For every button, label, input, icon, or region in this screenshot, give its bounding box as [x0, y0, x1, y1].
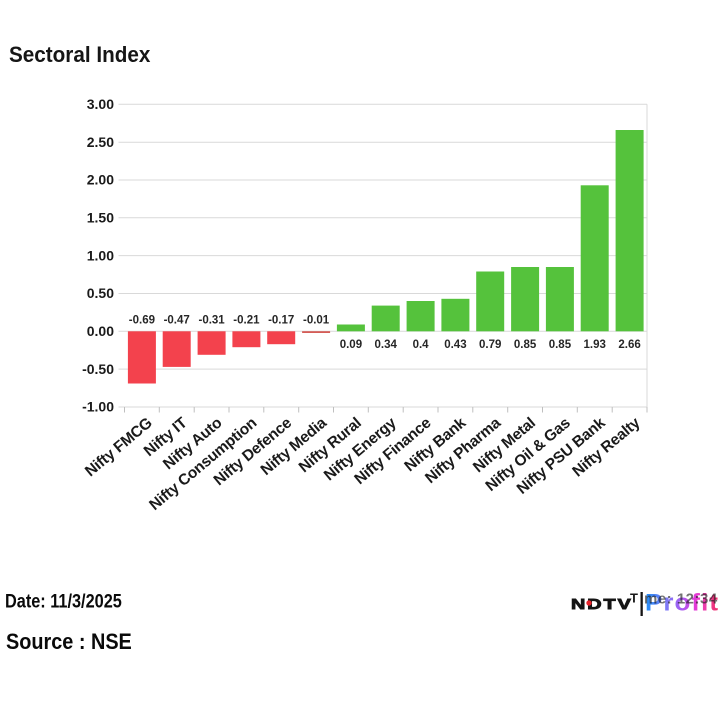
svg-text:1.93: 1.93: [584, 339, 606, 351]
svg-text:Date: 11/3/2025: Date: 11/3/2025: [5, 590, 122, 611]
svg-text:0.09: 0.09: [340, 339, 362, 351]
svg-text:-0.47: -0.47: [164, 315, 190, 327]
svg-text:-0.21: -0.21: [233, 315, 260, 327]
svg-text:0.50: 0.50: [87, 285, 114, 301]
svg-text:0.85: 0.85: [549, 339, 572, 351]
svg-text:-0.69: -0.69: [129, 315, 155, 327]
svg-text:Sectoral Index: Sectoral Index: [9, 42, 150, 67]
svg-text:-0.50: -0.50: [82, 361, 114, 377]
svg-text:2.66: 2.66: [618, 339, 640, 351]
svg-text:me: 12:34: me: 12:34: [644, 591, 718, 608]
svg-text:-0.17: -0.17: [268, 315, 294, 327]
svg-text:-0.31: -0.31: [198, 315, 225, 327]
svg-text:3.00: 3.00: [87, 96, 114, 112]
svg-text:Profit: Profit: [645, 589, 719, 616]
svg-text:1.50: 1.50: [87, 210, 114, 226]
svg-text:0.00: 0.00: [87, 323, 114, 339]
svg-text:2.50: 2.50: [87, 134, 114, 150]
svg-text:0.34: 0.34: [375, 339, 398, 351]
svg-text:0.43: 0.43: [444, 339, 466, 351]
svg-text:NDTV: NDTV: [571, 595, 633, 612]
svg-text:-1.00: -1.00: [82, 399, 114, 415]
svg-text:-0.01: -0.01: [303, 315, 330, 327]
svg-text:2.00: 2.00: [87, 172, 114, 188]
svg-text:Source : NSE: Source : NSE: [6, 630, 132, 654]
svg-text:T: T: [630, 591, 638, 606]
svg-text:0.85: 0.85: [514, 339, 537, 351]
svg-text:1.00: 1.00: [87, 247, 114, 263]
svg-text:0.4: 0.4: [413, 339, 430, 351]
svg-text:0.79: 0.79: [479, 339, 501, 351]
